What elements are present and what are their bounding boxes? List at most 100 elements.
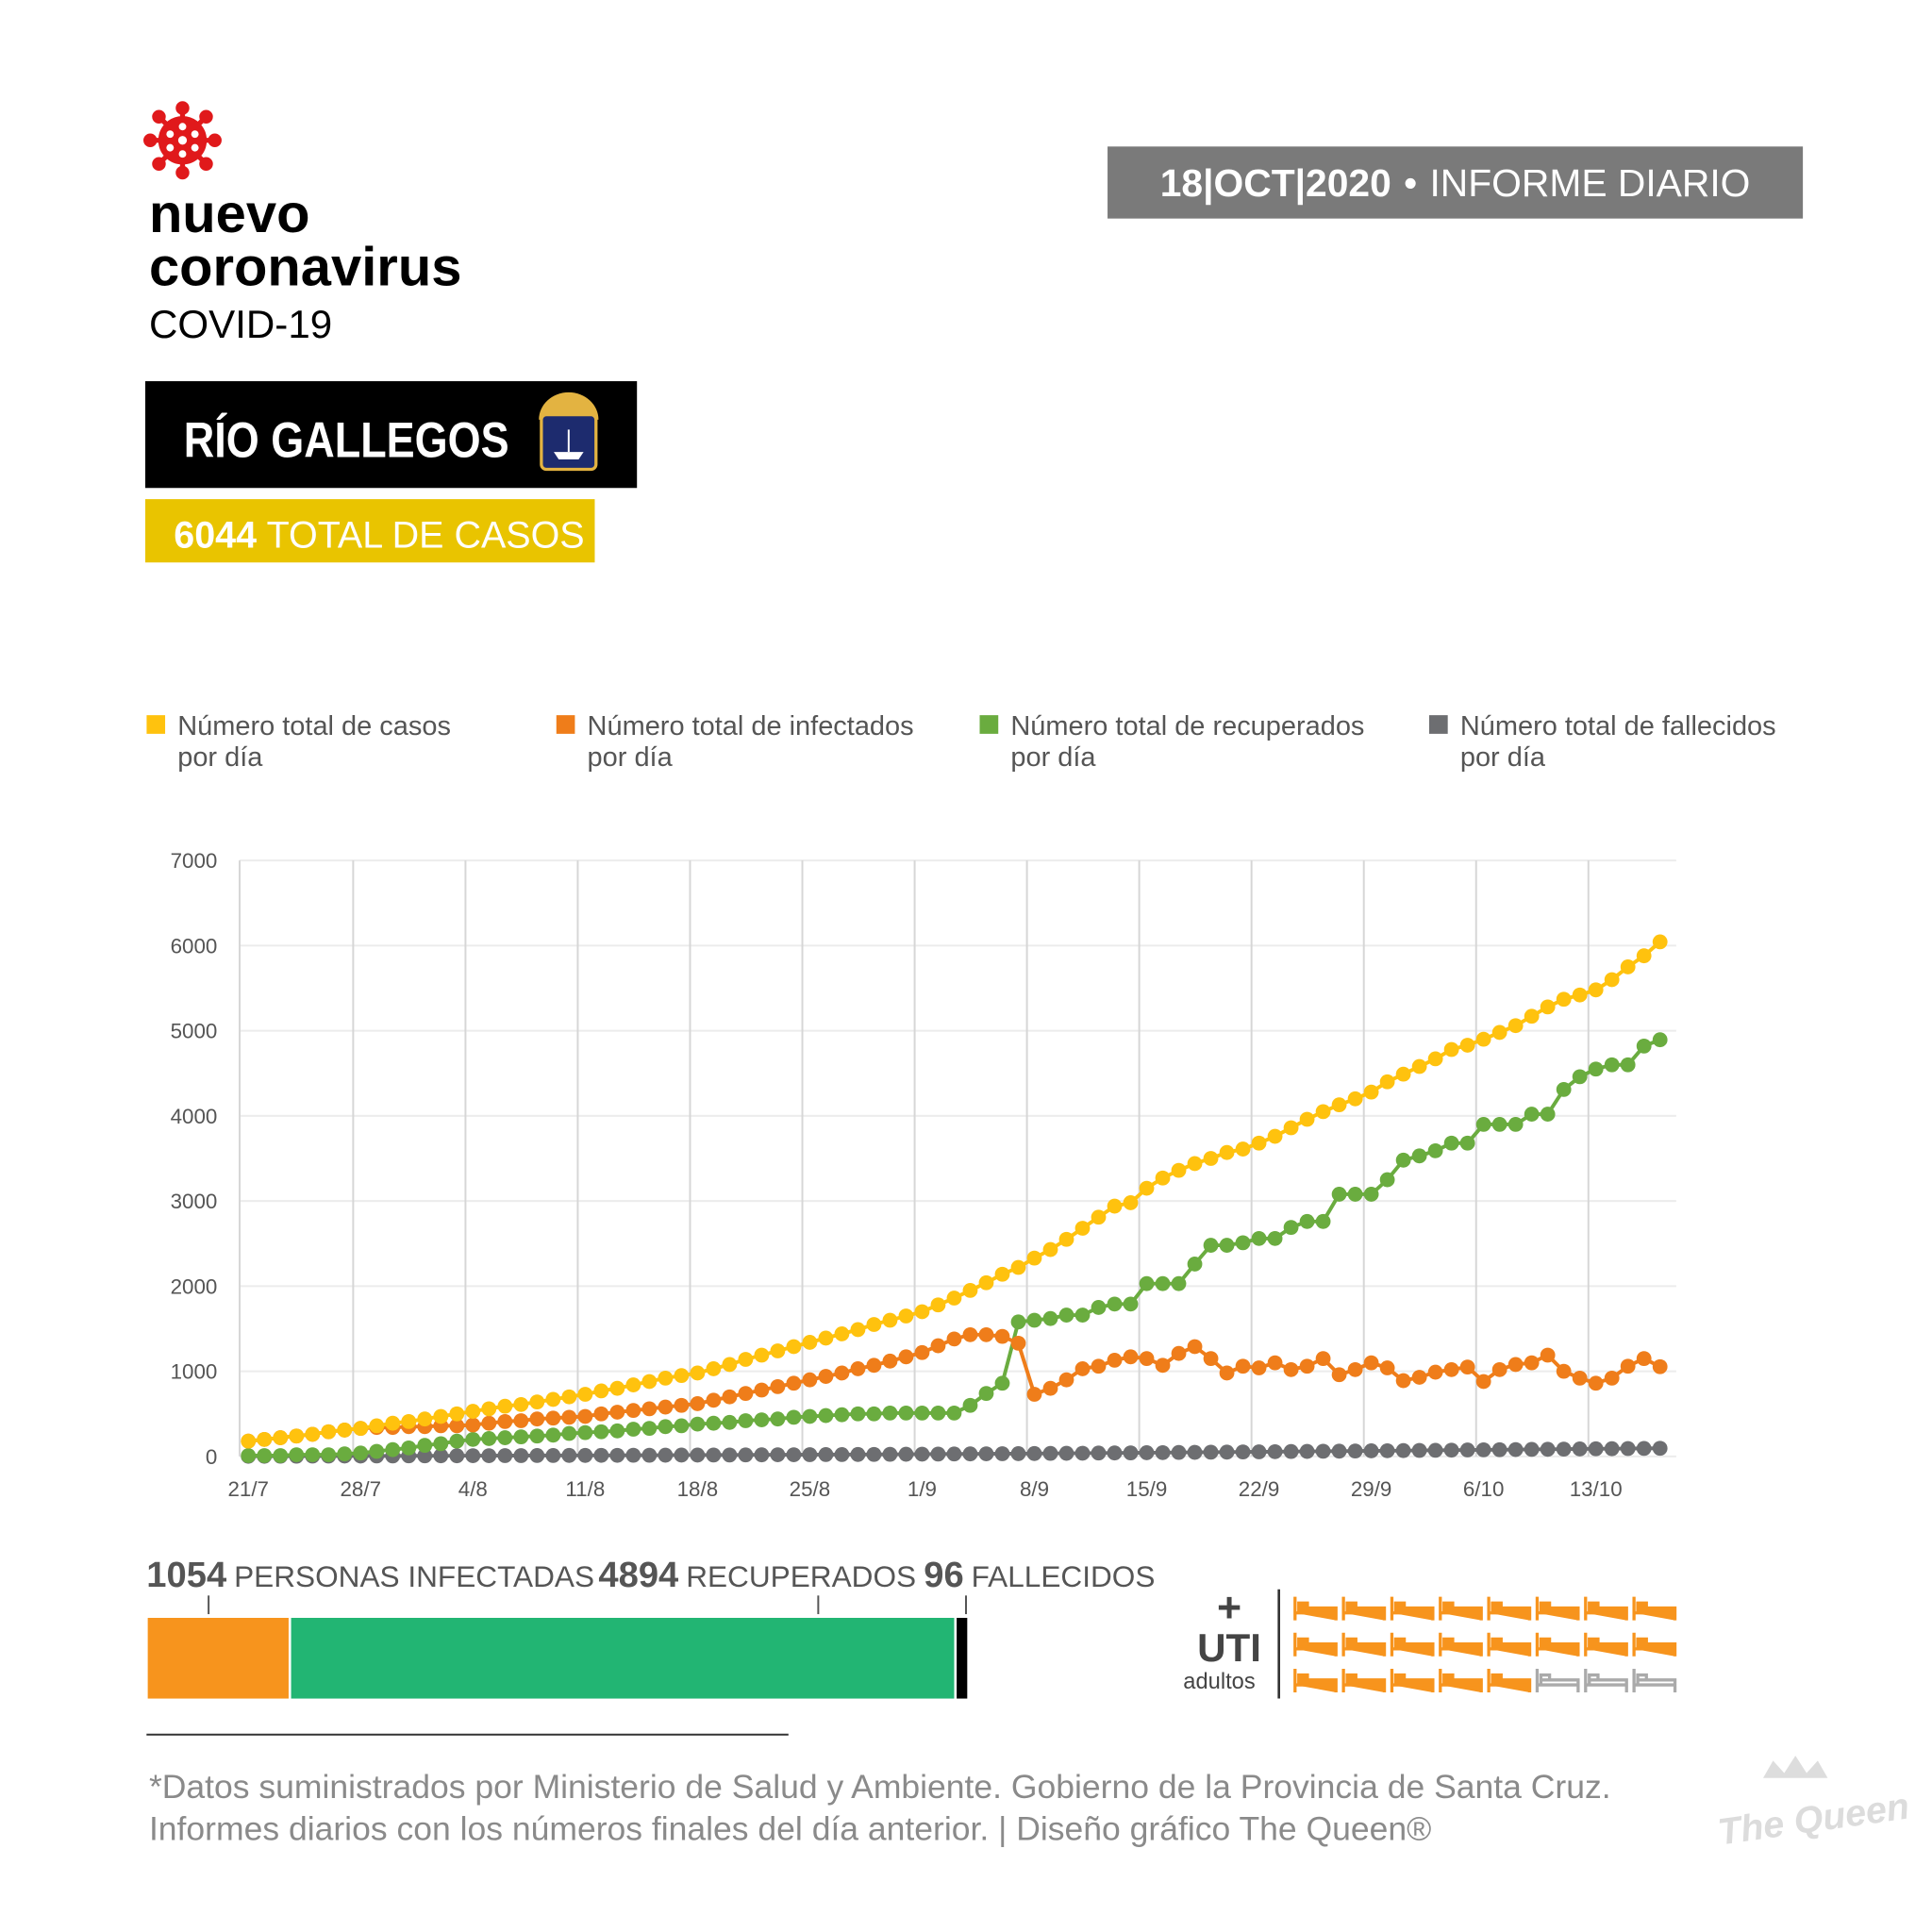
data-point	[1235, 1444, 1251, 1460]
data-point	[1283, 1120, 1299, 1136]
data-point	[658, 1419, 674, 1435]
summary: 1054 PERSONAS INFECTADAS 4894 RECUPERADOS 96…	[146, 1555, 1156, 1699]
data-point	[978, 1386, 994, 1402]
data-point	[1507, 1441, 1524, 1457]
data-point	[898, 1308, 914, 1324]
data-point	[1363, 1443, 1379, 1458]
data-point	[706, 1415, 722, 1431]
data-point	[770, 1411, 786, 1427]
data-point	[545, 1410, 561, 1426]
data-point	[914, 1446, 930, 1462]
data-point	[674, 1397, 690, 1413]
bed-icon	[1584, 1632, 1628, 1657]
data-point	[593, 1383, 609, 1399]
summary-value: 1054	[146, 1555, 227, 1595]
data-point	[866, 1406, 882, 1422]
data-point	[962, 1446, 978, 1462]
data-point	[465, 1448, 481, 1463]
data-point	[369, 1418, 385, 1434]
bed-icon	[1632, 1632, 1677, 1657]
bed-shape	[1390, 1596, 1435, 1621]
data-point	[1427, 1364, 1443, 1380]
title: nuevo	[149, 184, 310, 244]
data-point	[385, 1441, 401, 1457]
x-tick-label: 28/7	[341, 1477, 382, 1501]
y-tick-label: 5000	[171, 1020, 218, 1043]
data-point	[946, 1331, 962, 1347]
data-point	[513, 1396, 529, 1412]
data-point	[786, 1339, 802, 1355]
data-point	[898, 1405, 914, 1421]
data-point	[994, 1266, 1010, 1282]
data-point	[497, 1413, 513, 1429]
bed-icon	[1439, 1596, 1483, 1621]
bed-icon	[1390, 1668, 1435, 1692]
data-point	[1395, 1442, 1411, 1458]
bed-shape	[1341, 1668, 1387, 1692]
data-point	[1123, 1349, 1139, 1365]
data-point	[674, 1418, 690, 1434]
data-point	[1507, 1018, 1524, 1034]
bed-icon	[1535, 1632, 1580, 1657]
bed-shape	[1293, 1596, 1338, 1621]
data-point	[722, 1414, 738, 1430]
data-point	[529, 1428, 545, 1444]
data-point	[1540, 999, 1556, 1015]
data-point	[1636, 1038, 1652, 1054]
y-tick-label: 4000	[171, 1105, 218, 1128]
uti-subtitle: adultos	[1183, 1670, 1255, 1694]
data-point	[1187, 1156, 1203, 1172]
data-point	[1155, 1170, 1171, 1186]
data-point	[321, 1424, 337, 1440]
data-point	[658, 1399, 674, 1415]
data-point	[1491, 1024, 1507, 1041]
summary-label: FALLECIDOS	[972, 1559, 1156, 1593]
data-point	[738, 1413, 754, 1428]
data-point	[641, 1421, 658, 1437]
bed-icon	[1584, 1596, 1628, 1621]
data-point	[850, 1322, 866, 1338]
data-point	[1524, 1107, 1540, 1122]
data-point	[754, 1382, 770, 1398]
bed-icon	[1341, 1632, 1387, 1657]
data-point	[1026, 1312, 1042, 1328]
legend-swatch	[979, 715, 999, 734]
data-point	[1058, 1307, 1074, 1323]
data-point	[994, 1446, 1010, 1461]
summary-value: 4894	[598, 1555, 679, 1595]
bed-shape	[1439, 1632, 1483, 1657]
data-point	[802, 1408, 818, 1424]
data-point	[401, 1440, 417, 1456]
data-point	[1556, 1441, 1572, 1457]
data-point	[385, 1415, 401, 1431]
data-point	[1010, 1335, 1026, 1351]
data-point	[321, 1447, 337, 1462]
data-point	[1315, 1213, 1331, 1229]
subtitle: COVID-19	[149, 302, 332, 346]
bed-icon	[1584, 1668, 1628, 1692]
data-point	[593, 1447, 609, 1463]
data-point	[1395, 1066, 1411, 1082]
x-tick-label: 29/9	[1351, 1477, 1392, 1501]
data-point	[1251, 1135, 1267, 1151]
data-point	[706, 1447, 722, 1463]
data-point	[754, 1412, 770, 1427]
bed-icon	[1535, 1596, 1580, 1621]
data-point	[577, 1408, 593, 1424]
data-point	[1107, 1296, 1123, 1312]
y-tick-label: 2000	[171, 1274, 218, 1298]
data-point	[1091, 1209, 1107, 1225]
data-point	[1235, 1141, 1251, 1157]
data-point	[1123, 1195, 1139, 1210]
data-point	[1315, 1104, 1331, 1120]
data-point	[1074, 1445, 1091, 1461]
data-point	[834, 1447, 850, 1462]
data-point	[1427, 1442, 1443, 1458]
y-tick-label: 0	[206, 1445, 217, 1469]
data-point	[1443, 1041, 1459, 1058]
legend-swatch	[146, 715, 166, 734]
data-point	[305, 1447, 321, 1462]
data-point	[1026, 1387, 1042, 1402]
data-point	[1219, 1444, 1235, 1460]
city: RÍO GALLEGOS	[184, 412, 509, 468]
